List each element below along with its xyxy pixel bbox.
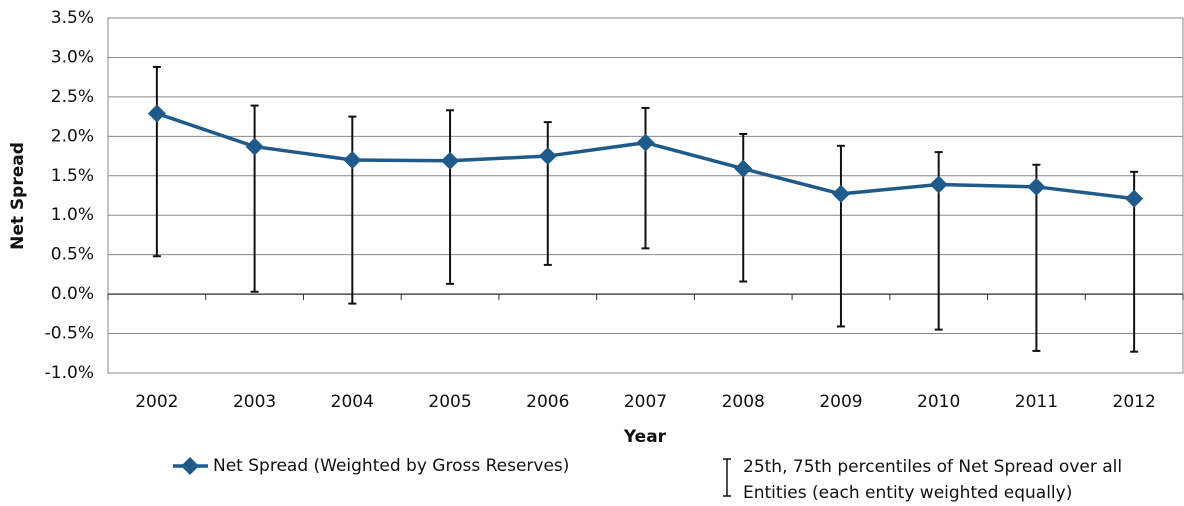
y-tick-label: -0.5%: [45, 324, 94, 344]
error-bar: [250, 104, 259, 293]
error-bar: [152, 65, 161, 258]
y-tick-label: 1.5%: [51, 166, 94, 186]
x-tick-label: 2012: [1113, 392, 1156, 412]
y-tick-label: 0.0%: [51, 284, 94, 304]
data-point: [343, 151, 362, 169]
error-bar: [641, 106, 650, 250]
data-point: [1027, 177, 1046, 196]
data-point: [147, 104, 166, 123]
y-tick-label: 3.5%: [51, 8, 94, 28]
x-tick-label: 2008: [722, 392, 765, 412]
data-point: [245, 137, 264, 156]
data-point: [636, 133, 655, 152]
y-tick-label: 2.0%: [51, 126, 94, 146]
x-tick-label: 2002: [135, 392, 178, 412]
data-point: [1125, 189, 1144, 208]
plot-border: [107, 17, 1184, 374]
x-tick-label: 2009: [819, 392, 862, 412]
x-tick-label: 2005: [428, 392, 471, 412]
x-tick-label: 2004: [331, 392, 374, 412]
error-legend-label: 25th, 75th percentiles of Net Spread ove…: [743, 457, 1123, 503]
x-tick-label: 2003: [233, 392, 276, 412]
data-point: [538, 147, 557, 166]
y-tick-label: 1.0%: [51, 205, 94, 225]
y-tick-label: 2.5%: [51, 87, 94, 107]
y-tick-label: 0.5%: [51, 245, 94, 265]
error-bar: [739, 132, 748, 283]
x-axis-label: Year: [623, 427, 667, 447]
error-bar: [446, 109, 455, 285]
data-point: [929, 175, 948, 194]
x-tick-label: 2011: [1015, 392, 1058, 412]
data-point: [441, 151, 460, 170]
data-point: [734, 159, 753, 178]
error-bar: [836, 144, 845, 328]
legend-marker: [181, 457, 199, 475]
y-tick-label: -1.0%: [45, 363, 94, 383]
x-tick-label: 2007: [624, 392, 667, 412]
x-tick-label: 2006: [526, 392, 569, 412]
data-point: [831, 184, 850, 203]
legend-label: Net Spread (Weighted by Gross Reserves): [213, 456, 569, 476]
error-bar: [543, 121, 552, 266]
error-bar: [348, 115, 357, 305]
x-tick-label: 2010: [917, 392, 960, 412]
y-axis-label: Net Spread: [8, 142, 28, 250]
y-tick-label: 3.0%: [51, 47, 94, 67]
